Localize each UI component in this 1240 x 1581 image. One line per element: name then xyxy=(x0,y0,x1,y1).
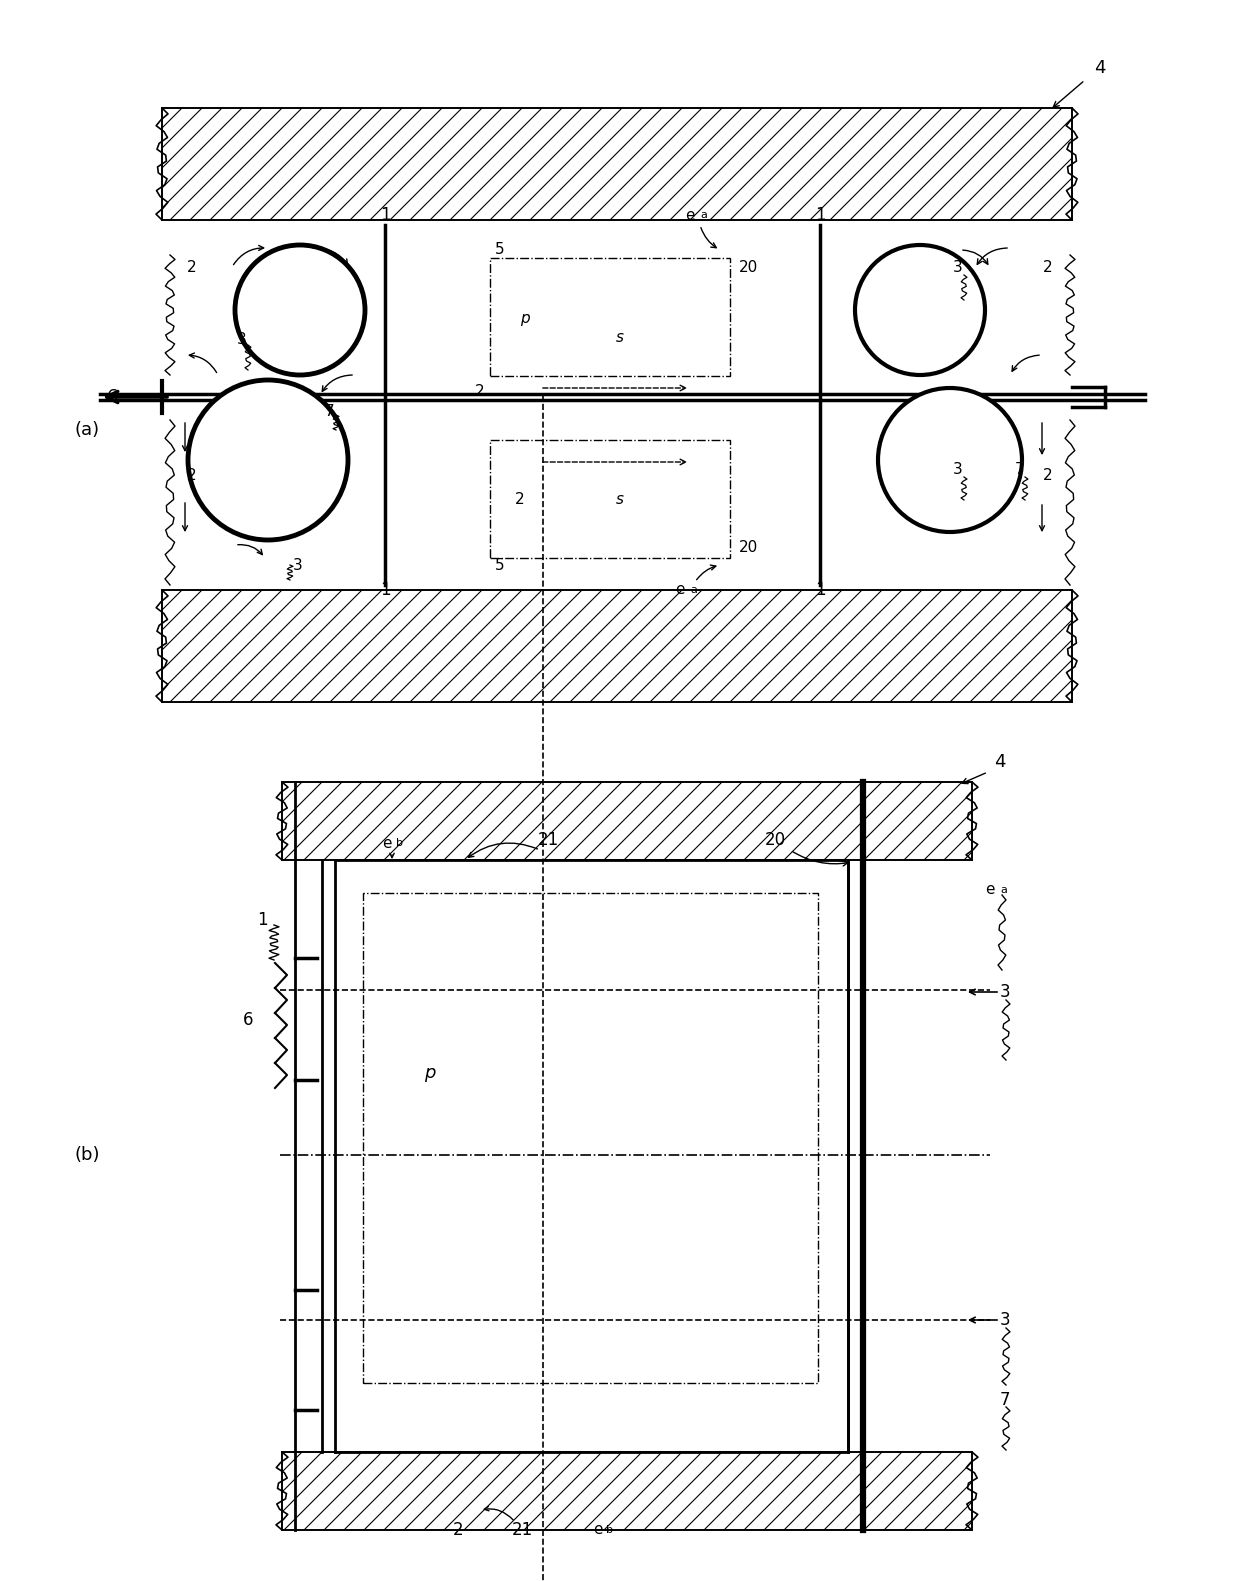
Bar xyxy=(162,108,1073,220)
Bar xyxy=(281,1451,972,1530)
Text: 4: 4 xyxy=(1094,58,1106,77)
Text: 1: 1 xyxy=(258,911,268,930)
Text: s: s xyxy=(616,330,624,346)
Circle shape xyxy=(188,379,348,541)
Text: 5: 5 xyxy=(495,242,505,258)
Text: b: b xyxy=(606,1526,613,1535)
Text: 3: 3 xyxy=(954,463,963,477)
Text: a: a xyxy=(701,210,707,220)
Bar xyxy=(490,440,730,558)
Circle shape xyxy=(856,245,985,375)
Text: (b): (b) xyxy=(74,1146,100,1164)
Bar xyxy=(162,590,1073,702)
Text: 2: 2 xyxy=(1043,468,1053,482)
Text: 2: 2 xyxy=(453,1521,464,1538)
Bar xyxy=(281,1451,972,1530)
Circle shape xyxy=(878,387,1022,531)
Bar xyxy=(281,783,972,860)
Text: 2: 2 xyxy=(1043,261,1053,275)
Text: 1: 1 xyxy=(379,206,391,225)
Text: 6: 6 xyxy=(107,387,118,406)
Text: 7: 7 xyxy=(999,1391,1011,1409)
Text: 3: 3 xyxy=(237,332,247,348)
Circle shape xyxy=(236,245,365,375)
Text: 4: 4 xyxy=(994,753,1006,772)
Text: e: e xyxy=(676,582,684,598)
Text: 6: 6 xyxy=(243,1010,253,1029)
Text: 2: 2 xyxy=(187,468,197,482)
Bar xyxy=(281,783,972,860)
Bar xyxy=(162,108,1073,220)
Text: 7: 7 xyxy=(1016,463,1024,477)
Text: 3: 3 xyxy=(999,983,1011,1001)
Text: 3: 3 xyxy=(999,1311,1011,1330)
Text: (a): (a) xyxy=(74,421,100,440)
Text: a: a xyxy=(689,585,697,594)
Text: 1: 1 xyxy=(379,580,391,599)
Bar xyxy=(162,590,1073,702)
Text: 1: 1 xyxy=(815,580,826,599)
Text: 7: 7 xyxy=(325,405,335,419)
Text: 21: 21 xyxy=(537,832,559,849)
Text: 20: 20 xyxy=(764,832,786,849)
Text: p: p xyxy=(424,1064,435,1081)
Bar xyxy=(490,258,730,376)
Text: 3: 3 xyxy=(293,558,303,572)
Text: 1: 1 xyxy=(815,206,826,225)
Text: p: p xyxy=(521,310,529,326)
Text: b: b xyxy=(396,838,403,847)
Text: 20: 20 xyxy=(738,541,758,555)
Text: e: e xyxy=(986,882,994,898)
Text: e: e xyxy=(593,1523,603,1537)
Text: e: e xyxy=(382,835,392,851)
Text: 5: 5 xyxy=(495,558,505,574)
Bar xyxy=(363,893,818,1383)
Text: 21: 21 xyxy=(511,1521,533,1538)
Text: 2: 2 xyxy=(515,493,525,508)
Text: 2: 2 xyxy=(187,261,197,275)
Text: a: a xyxy=(999,885,1007,895)
Text: e: e xyxy=(686,207,694,223)
Text: s: s xyxy=(616,493,624,508)
Text: 20: 20 xyxy=(738,261,758,275)
Text: 3: 3 xyxy=(954,261,963,275)
Text: 2: 2 xyxy=(475,384,485,400)
